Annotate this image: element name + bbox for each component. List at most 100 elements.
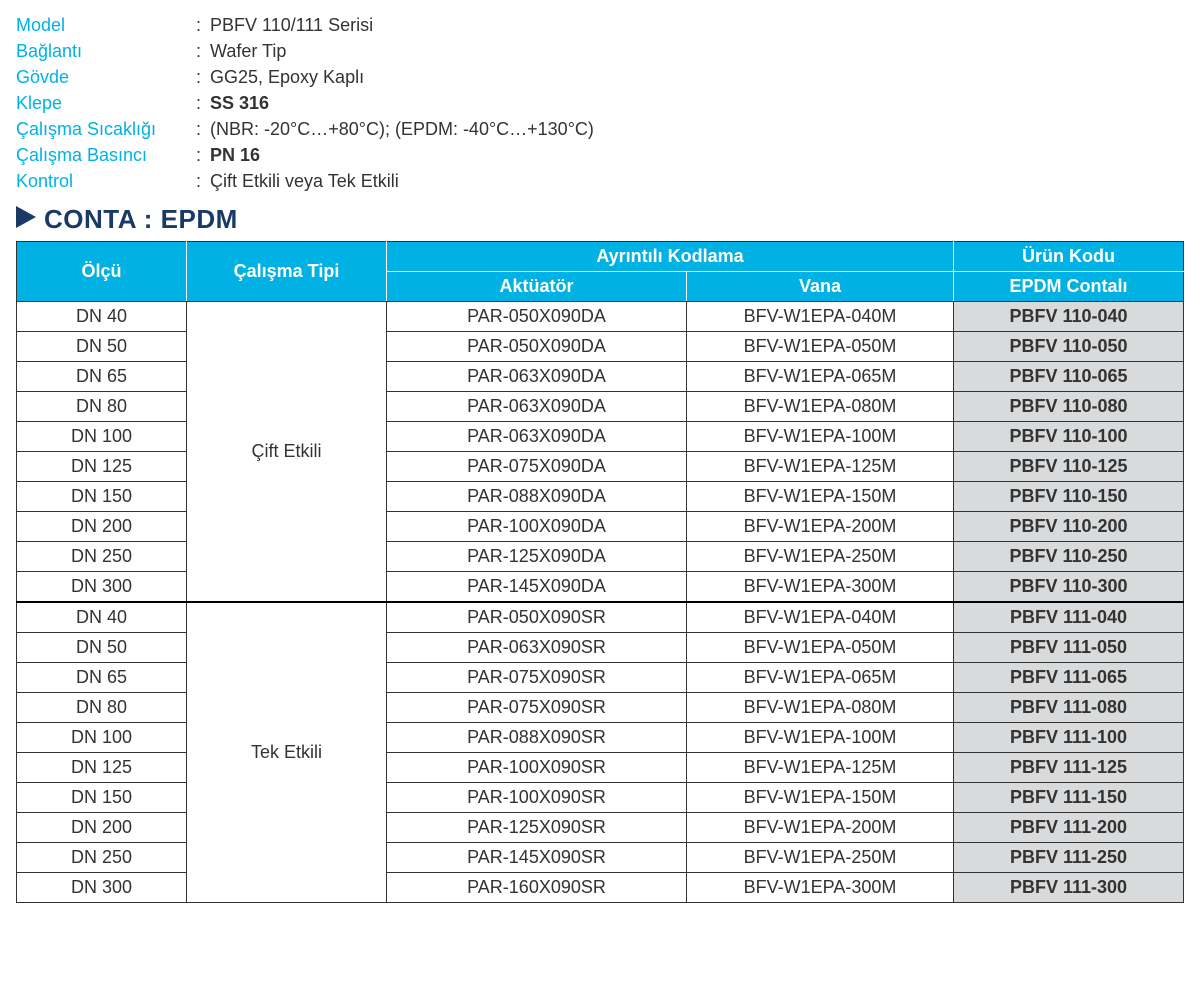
- cell-size: DN 300: [17, 572, 187, 603]
- spec-colon: :: [196, 64, 210, 90]
- cell-size: DN 300: [17, 873, 187, 903]
- cell-type: Çift Etkili: [187, 302, 387, 603]
- spec-value: GG25, Epoxy Kaplı: [210, 64, 364, 90]
- cell-product-code: PBFV 111-200: [954, 813, 1184, 843]
- section-title: CONTA : EPDM: [44, 204, 238, 235]
- spec-colon: :: [196, 116, 210, 142]
- cell-actuator: PAR-145X090SR: [387, 843, 687, 873]
- cell-valve: BFV-W1EPA-065M: [687, 663, 954, 693]
- cell-valve: BFV-W1EPA-100M: [687, 422, 954, 452]
- cell-actuator: PAR-100X090SR: [387, 783, 687, 813]
- cell-valve: BFV-W1EPA-040M: [687, 302, 954, 332]
- table-row: DN 40Tek EtkiliPAR-050X090SRBFV-W1EPA-04…: [17, 602, 1184, 633]
- cell-valve: BFV-W1EPA-200M: [687, 813, 954, 843]
- cell-valve: BFV-W1EPA-040M: [687, 602, 954, 633]
- spec-value: PN 16: [210, 142, 260, 168]
- cell-valve: BFV-W1EPA-125M: [687, 753, 954, 783]
- spec-label: Model: [16, 12, 196, 38]
- cell-size: DN 80: [17, 693, 187, 723]
- table-row: DN 40Çift EtkiliPAR-050X090DABFV-W1EPA-0…: [17, 302, 1184, 332]
- cell-actuator: PAR-050X090DA: [387, 302, 687, 332]
- th-detail: Ayrıntılı Kodlama: [387, 242, 954, 272]
- cell-product-code: PBFV 110-080: [954, 392, 1184, 422]
- cell-valve: BFV-W1EPA-300M: [687, 873, 954, 903]
- cell-valve: BFV-W1EPA-250M: [687, 843, 954, 873]
- cell-valve: BFV-W1EPA-080M: [687, 693, 954, 723]
- spec-value: (NBR: -20°C…+80°C); (EPDM: -40°C…+130°C): [210, 116, 594, 142]
- cell-size: DN 100: [17, 723, 187, 753]
- cell-product-code: PBFV 111-250: [954, 843, 1184, 873]
- cell-actuator: PAR-075X090SR: [387, 693, 687, 723]
- cell-valve: BFV-W1EPA-200M: [687, 512, 954, 542]
- cell-actuator: PAR-125X090DA: [387, 542, 687, 572]
- cell-actuator: PAR-063X090SR: [387, 633, 687, 663]
- spec-row: Gövde:GG25, Epoxy Kaplı: [16, 64, 1184, 90]
- cell-product-code: PBFV 111-065: [954, 663, 1184, 693]
- cell-actuator: PAR-050X090SR: [387, 602, 687, 633]
- th-actuator: Aktüatör: [387, 272, 687, 302]
- cell-valve: BFV-W1EPA-050M: [687, 332, 954, 362]
- spec-row: Kontrol:Çift Etkili veya Tek Etkili: [16, 168, 1184, 194]
- cell-size: DN 200: [17, 512, 187, 542]
- cell-valve: BFV-W1EPA-300M: [687, 572, 954, 603]
- th-code-sub: EPDM Contalı: [954, 272, 1184, 302]
- cell-valve: BFV-W1EPA-150M: [687, 482, 954, 512]
- cell-size: DN 65: [17, 362, 187, 392]
- spec-colon: :: [196, 38, 210, 64]
- spec-label: Bağlantı: [16, 38, 196, 64]
- spec-row: Çalışma Sıcaklığı:(NBR: -20°C…+80°C); (E…: [16, 116, 1184, 142]
- spec-row: Bağlantı:Wafer Tip: [16, 38, 1184, 64]
- cell-product-code: PBFV 110-150: [954, 482, 1184, 512]
- cell-actuator: PAR-075X090DA: [387, 452, 687, 482]
- cell-type: Tek Etkili: [187, 602, 387, 903]
- cell-actuator: PAR-125X090SR: [387, 813, 687, 843]
- th-size: Ölçü: [17, 242, 187, 302]
- cell-product-code: PBFV 110-250: [954, 542, 1184, 572]
- spec-label: Çalışma Sıcaklığı: [16, 116, 196, 142]
- cell-product-code: PBFV 110-300: [954, 572, 1184, 603]
- spec-value: Wafer Tip: [210, 38, 286, 64]
- cell-actuator: PAR-050X090DA: [387, 332, 687, 362]
- cell-product-code: PBFV 110-100: [954, 422, 1184, 452]
- cell-size: DN 150: [17, 783, 187, 813]
- cell-product-code: PBFV 111-125: [954, 753, 1184, 783]
- cell-size: DN 150: [17, 482, 187, 512]
- cell-valve: BFV-W1EPA-065M: [687, 362, 954, 392]
- cell-product-code: PBFV 110-050: [954, 332, 1184, 362]
- cell-size: DN 200: [17, 813, 187, 843]
- cell-size: DN 250: [17, 542, 187, 572]
- cell-valve: BFV-W1EPA-050M: [687, 633, 954, 663]
- cell-product-code: PBFV 111-100: [954, 723, 1184, 753]
- cell-size: DN 40: [17, 602, 187, 633]
- spec-value: SS 316: [210, 90, 269, 116]
- cell-size: DN 50: [17, 633, 187, 663]
- cell-size: DN 125: [17, 452, 187, 482]
- cell-actuator: PAR-075X090SR: [387, 663, 687, 693]
- th-valve: Vana: [687, 272, 954, 302]
- cell-valve: BFV-W1EPA-125M: [687, 452, 954, 482]
- cell-size: DN 50: [17, 332, 187, 362]
- spec-label: Klepe: [16, 90, 196, 116]
- th-code: Ürün Kodu: [954, 242, 1184, 272]
- cell-actuator: PAR-088X090DA: [387, 482, 687, 512]
- cell-product-code: PBFV 111-050: [954, 633, 1184, 663]
- spec-colon: :: [196, 12, 210, 38]
- cell-actuator: PAR-063X090DA: [387, 392, 687, 422]
- spec-value: Çift Etkili veya Tek Etkili: [210, 168, 399, 194]
- product-table: Ölçü Çalışma Tipi Ayrıntılı Kodlama Ürün…: [16, 241, 1184, 903]
- th-type: Çalışma Tipi: [187, 242, 387, 302]
- cell-size: DN 65: [17, 663, 187, 693]
- cell-valve: BFV-W1EPA-080M: [687, 392, 954, 422]
- cell-size: DN 250: [17, 843, 187, 873]
- spec-row: Çalışma Basıncı:PN 16: [16, 142, 1184, 168]
- spec-list: Model:PBFV 110/111 SerisiBağlantı:Wafer …: [16, 12, 1184, 194]
- triangle-icon: [16, 206, 36, 233]
- cell-product-code: PBFV 110-125: [954, 452, 1184, 482]
- cell-actuator: PAR-100X090DA: [387, 512, 687, 542]
- cell-product-code: PBFV 111-150: [954, 783, 1184, 813]
- spec-colon: :: [196, 90, 210, 116]
- cell-valve: BFV-W1EPA-150M: [687, 783, 954, 813]
- spec-colon: :: [196, 142, 210, 168]
- cell-product-code: PBFV 110-040: [954, 302, 1184, 332]
- spec-value: PBFV 110/111 Serisi: [210, 12, 373, 38]
